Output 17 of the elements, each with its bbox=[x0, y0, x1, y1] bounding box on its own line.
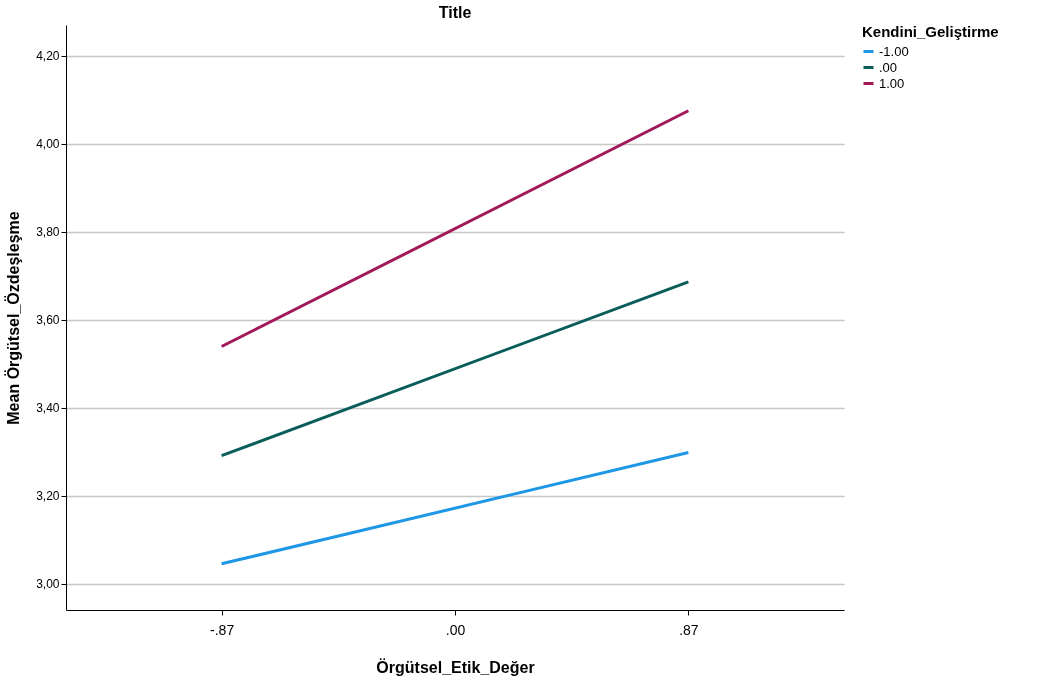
x-axis-title: Örgütsel_Etik_Değer bbox=[376, 657, 535, 676]
x-tick-label: .00 bbox=[445, 621, 466, 638]
y-tick-label: 3,40 bbox=[36, 401, 60, 416]
y-tick-label: 4,20 bbox=[36, 49, 60, 64]
legend-label: .00 bbox=[879, 59, 898, 75]
y-tick-label: 3,80 bbox=[36, 225, 60, 240]
legend-title: Kendini_Geliştirme bbox=[862, 23, 999, 40]
y-tick-label: 3,60 bbox=[36, 313, 60, 328]
legend-label: -1.00 bbox=[879, 43, 909, 59]
y-tick-label: 3,20 bbox=[36, 489, 60, 504]
x-tick-label: -.87 bbox=[210, 621, 235, 638]
y-tick-label: 4,00 bbox=[36, 137, 60, 152]
y-tick-label: 3,00 bbox=[36, 577, 60, 592]
y-axis-title: Mean Örgütsel_Özdeşleşme bbox=[4, 211, 23, 425]
legend-label: 1.00 bbox=[879, 75, 905, 91]
x-tick-label: .87 bbox=[679, 621, 699, 638]
chart-title: Title bbox=[438, 4, 472, 21]
